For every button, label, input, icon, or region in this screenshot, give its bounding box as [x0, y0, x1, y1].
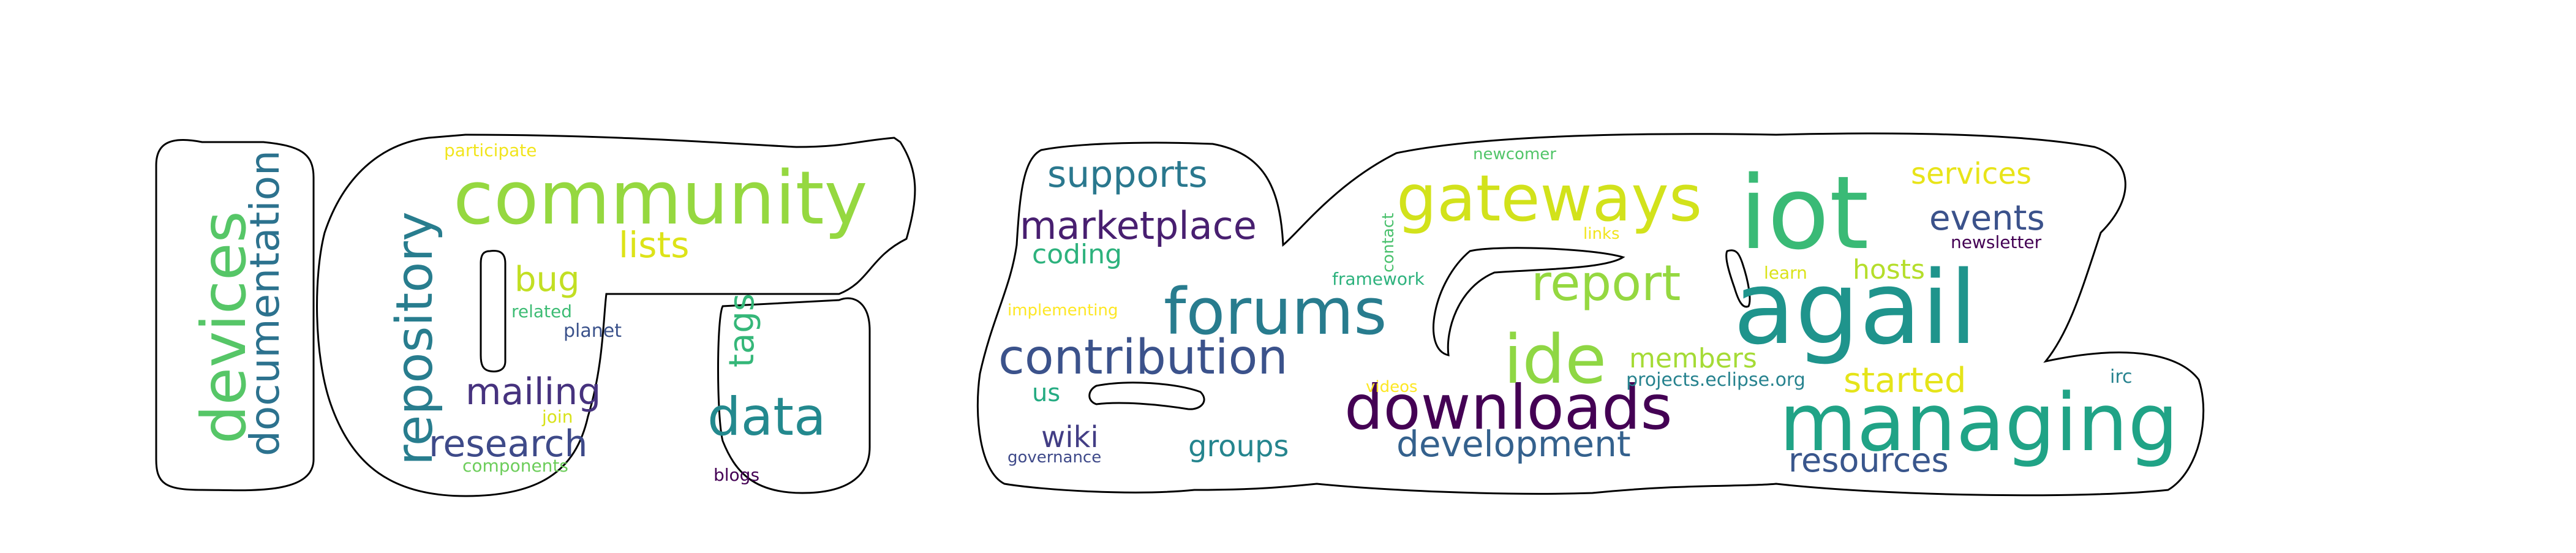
cloud-word-links: links [1583, 225, 1620, 243]
cloud-word-forums: forums [1164, 274, 1387, 349]
cloud-word-newcomer: newcomer [1473, 145, 1556, 164]
letter-a-outline [976, 132, 2205, 497]
cloud-word-hosts: hosts [1853, 254, 1925, 285]
cloud-word-blogs: blogs [714, 465, 759, 485]
cloud-word-lists: lists [619, 224, 689, 266]
cloud-word-participate: participate [444, 140, 537, 160]
cloud-word-contribution: contribution [998, 330, 1288, 385]
cloud-word-services: services [1911, 157, 2032, 191]
cloud-word-downloads: downloads [1344, 372, 1673, 443]
cloud-word-newsletter: newsletter [1951, 232, 2042, 252]
cloud-word-agail: agail [1733, 249, 1978, 367]
iot-outline [155, 134, 916, 497]
cloud-word-implementing: implementing [1007, 301, 1118, 320]
cloud-word-research: research [429, 423, 588, 465]
cloud-word-bug: bug [514, 260, 580, 299]
cloud-word-supports: supports [1047, 153, 1208, 196]
cloud-word-join: join [541, 407, 573, 427]
cloud-word-learn: learn [1764, 263, 1807, 283]
letter-a-bowl-outline [1088, 382, 1205, 410]
cloud-word-events: events [1929, 198, 2045, 238]
cloud-word-components: components [462, 456, 568, 476]
cloud-word-groups: groups [1188, 429, 1289, 464]
cloud-word-development: development [1396, 423, 1631, 465]
cloud-word-managing: managing [1779, 376, 2179, 469]
cloud-word-framework: framework [1332, 269, 1425, 289]
letter-t-outline [717, 297, 871, 494]
cloud-word-mailing: mailing [465, 371, 601, 413]
cloud-word-us: us [1032, 379, 1060, 407]
letter-o-hole-outline [480, 250, 507, 373]
cloud-word-documentation: documentation [241, 150, 288, 456]
cloud-word-resources: resources [1788, 441, 1949, 480]
cloud-word-report: report [1531, 255, 1681, 312]
cloud-word-projects-eclipse-org: projects.eclipse.org [1626, 369, 1806, 391]
cloud-word-members: members [1629, 343, 1757, 374]
cloud-word-started: started [1843, 361, 1966, 401]
cloud-word-tags: tags [722, 293, 762, 367]
cloud-word-community: community [453, 156, 868, 241]
cloud-word-gateways: gateways [1396, 161, 1702, 236]
letter-o-outline [316, 134, 916, 497]
cloud-word-related: related [511, 301, 572, 322]
cloud-word-coding: coding [1032, 239, 1122, 270]
letter-g-inner-outline [1432, 247, 1625, 356]
cloud-word-marketplace: marketplace [1020, 203, 1257, 248]
cloud-word-irc: irc [2110, 366, 2133, 388]
letter-i-outline [155, 138, 315, 492]
cloud-word-data: data [707, 386, 826, 448]
cloud-word-repository: repository [386, 211, 444, 465]
cloud-word-contact: contact [1379, 213, 1398, 273]
agail-outline [976, 132, 2205, 497]
cloud-word-devices: devices [188, 211, 260, 444]
cloud-word-wiki: wiki [1041, 420, 1099, 454]
cloud-word-videos: videos [1366, 378, 1418, 396]
cloud-word-iot: iot [1739, 154, 1869, 272]
cloud-word-governance: governance [1007, 448, 1101, 467]
cloud-word-planet: planet [563, 320, 622, 342]
letter-i-dot-outline [1725, 249, 1751, 308]
cloud-word-ide: ide [1504, 320, 1606, 399]
